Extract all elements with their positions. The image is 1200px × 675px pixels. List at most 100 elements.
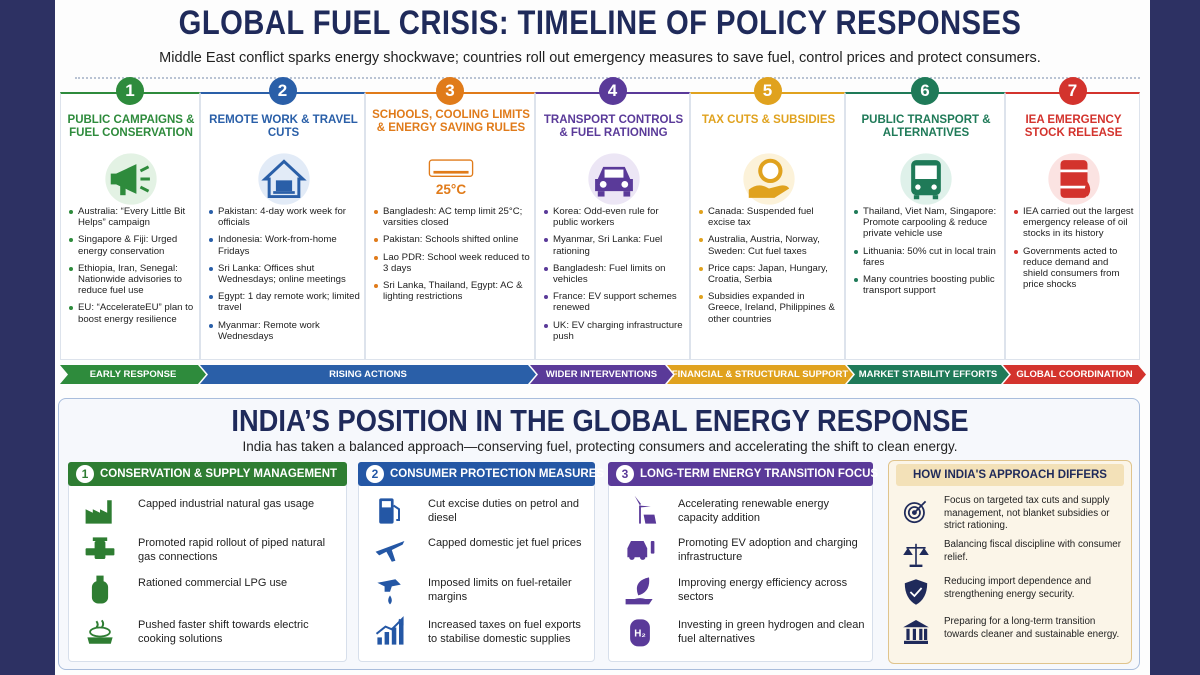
icon-shape bbox=[640, 554, 646, 560]
icon-shape bbox=[625, 598, 653, 605]
section-item: Capped domestic jet fuel prices bbox=[428, 537, 582, 549]
section-panel bbox=[608, 462, 873, 662]
step-number: 1 bbox=[116, 77, 144, 105]
icon-shape bbox=[599, 181, 607, 188]
icon bbox=[1047, 153, 1100, 205]
bullet-item: Many countries boosting public transport… bbox=[854, 274, 1000, 296]
icon-shape bbox=[91, 581, 109, 604]
icon-shape bbox=[903, 620, 929, 628]
icon-shape bbox=[909, 587, 923, 598]
bullet-list: Bangladesh: AC temp limit 25°C; varsitie… bbox=[374, 206, 530, 308]
section-header: CONSERVATION & SUPPLY MANAGEMENT 1 bbox=[68, 462, 347, 486]
differs-item: Reducing import dependence and strengthe… bbox=[944, 576, 1092, 600]
section-item: Accelerating renewable energy capacity a… bbox=[678, 498, 830, 524]
icon-shape bbox=[1060, 160, 1087, 198]
section-item: Rationed commercial LPG use bbox=[138, 577, 288, 589]
icon-shape bbox=[94, 541, 106, 559]
icon-shape bbox=[428, 159, 474, 177]
bullet-item: Australia, Austria, Norway, Sweden: Cut … bbox=[699, 234, 840, 257]
bullet-item: Ethiopia, Iran, Senegal: Nationwide advi… bbox=[69, 263, 195, 297]
icon bbox=[105, 153, 157, 205]
icon-label: 25°C bbox=[436, 182, 466, 197]
bullet-item: Price caps: Japan, Hungary, Croatia, Ser… bbox=[699, 263, 840, 285]
timeline-column: TRANSPORT CONTROLS & FUEL RATIONING Korea… bbox=[535, 92, 690, 360]
bullet-item: Sri Lanka: Offices shut Wednesdays; onli… bbox=[209, 263, 360, 285]
icon bbox=[379, 498, 400, 524]
icon-shape bbox=[85, 500, 112, 524]
bullet-item: Lao PDR: School week reduced to 3 days bbox=[374, 252, 530, 274]
icon-shape bbox=[110, 173, 118, 185]
icon-shape bbox=[912, 628, 916, 640]
icon-shape bbox=[932, 195, 939, 200]
section-header: LONG-TERM ENERGY TRANSITION FOCUS 3 bbox=[608, 462, 878, 486]
phase-segment: WIDER INTERVENTIONS bbox=[530, 365, 673, 384]
icon-shape bbox=[139, 165, 150, 193]
icon bbox=[375, 616, 404, 645]
phase-segment: FINANCIAL & STRUCTURAL SUPPORT bbox=[667, 365, 853, 384]
phase-segment: EARLY RESPONSE bbox=[60, 365, 206, 384]
icon bbox=[91, 575, 109, 604]
step-number: 4 bbox=[598, 77, 627, 105]
icon-shape bbox=[89, 626, 111, 638]
bullet-list: IEA carried out the largest emergency re… bbox=[1014, 206, 1135, 296]
icon-shape bbox=[399, 622, 404, 645]
section-item: Capped industrial natural gas usage bbox=[138, 498, 315, 510]
step-number: 7 bbox=[1058, 77, 1087, 105]
timeline-column: PUBLIC TRANSPORT & ALTERNATIVES Thailand,… bbox=[845, 92, 1005, 360]
differs-item: Preparing for a long-term transition tow… bbox=[944, 616, 1120, 640]
icon bbox=[903, 543, 929, 567]
icon-shape bbox=[1060, 185, 1087, 189]
section-item: Cut excise duties on petrol and diesel bbox=[428, 498, 580, 524]
bullet-item: Egypt: 1 day remote work; limited travel bbox=[209, 291, 360, 313]
step-number: 6 bbox=[911, 77, 939, 105]
icon-shape bbox=[597, 191, 605, 197]
icon-shape bbox=[393, 504, 400, 521]
bullet-item: UK: EV charging infrastructure push bbox=[544, 320, 685, 342]
bullet-item: Lithuania: 50% cut in local train fares bbox=[854, 246, 1000, 268]
infographic: GLOBAL FUEL CRISIS: TIMELINE OF POLICY R… bbox=[55, 0, 1150, 675]
icon-shape bbox=[1084, 181, 1090, 197]
bullet-item: Myanmar, Sri Lanka: Fuel rationing bbox=[544, 234, 685, 257]
icon-shape bbox=[272, 191, 295, 194]
icon-shape bbox=[275, 180, 292, 192]
icon-shape bbox=[904, 640, 928, 644]
icon-shape bbox=[636, 577, 650, 596]
india-subtitle: India has taken a balanced approach—cons… bbox=[242, 439, 958, 454]
column-title: PUBLIC CAMPAIGNS & FUEL CONSERVATION bbox=[67, 114, 195, 139]
icon bbox=[627, 541, 655, 560]
bullet-item: Myanmar: Remote work Wednesdays bbox=[209, 320, 360, 342]
icon-shape bbox=[629, 554, 635, 560]
section-number: 1 bbox=[76, 465, 94, 483]
bullet-item: Bangladesh: Fuel limits on vehicles bbox=[544, 263, 685, 285]
bullet-list: Canada: Suspended fuel excise tax Austral… bbox=[699, 206, 840, 331]
icon-shape bbox=[904, 579, 928, 605]
icon-shape bbox=[620, 181, 628, 188]
icon bbox=[742, 153, 795, 205]
differs-item: Focus on targeted tax cuts and supply ma… bbox=[944, 495, 1110, 531]
icon-shape bbox=[627, 541, 648, 558]
section-number: 2 bbox=[366, 465, 384, 483]
icon-shape bbox=[639, 505, 641, 524]
icon bbox=[377, 579, 401, 605]
icon-shape bbox=[924, 628, 928, 640]
icon bbox=[625, 577, 653, 605]
icon-shape bbox=[915, 543, 917, 565]
icon-shape bbox=[622, 191, 630, 197]
differs-panel bbox=[888, 460, 1132, 664]
bullet-list: Australia: “Every Little Bit Helps” camp… bbox=[69, 206, 195, 331]
subtitle: Middle East conflict sparks energy shock… bbox=[159, 50, 1041, 66]
icon-shape bbox=[87, 637, 113, 644]
icon-shape bbox=[433, 170, 469, 174]
icon-label: H₂ bbox=[634, 629, 646, 640]
icon-shape bbox=[630, 619, 650, 647]
column-title: REMOTE WORK & TRAVEL CUTS bbox=[209, 114, 358, 139]
icon-shape bbox=[906, 547, 926, 549]
icon bbox=[900, 153, 952, 205]
timeline-column: IEA EMERGENCY STOCK RELEASE IEA carried o… bbox=[1005, 92, 1140, 360]
bullet-item: Pakistan: Schools shifted online bbox=[374, 234, 530, 245]
icon-shape bbox=[120, 184, 126, 196]
icon bbox=[257, 153, 310, 205]
bullet-item: Subsidies expanded in Greece, Ireland, P… bbox=[699, 291, 840, 325]
phase-segment: GLOBAL COORDINATION bbox=[1003, 365, 1146, 384]
bullet-item: IEA carried out the largest emergency re… bbox=[1014, 206, 1135, 240]
